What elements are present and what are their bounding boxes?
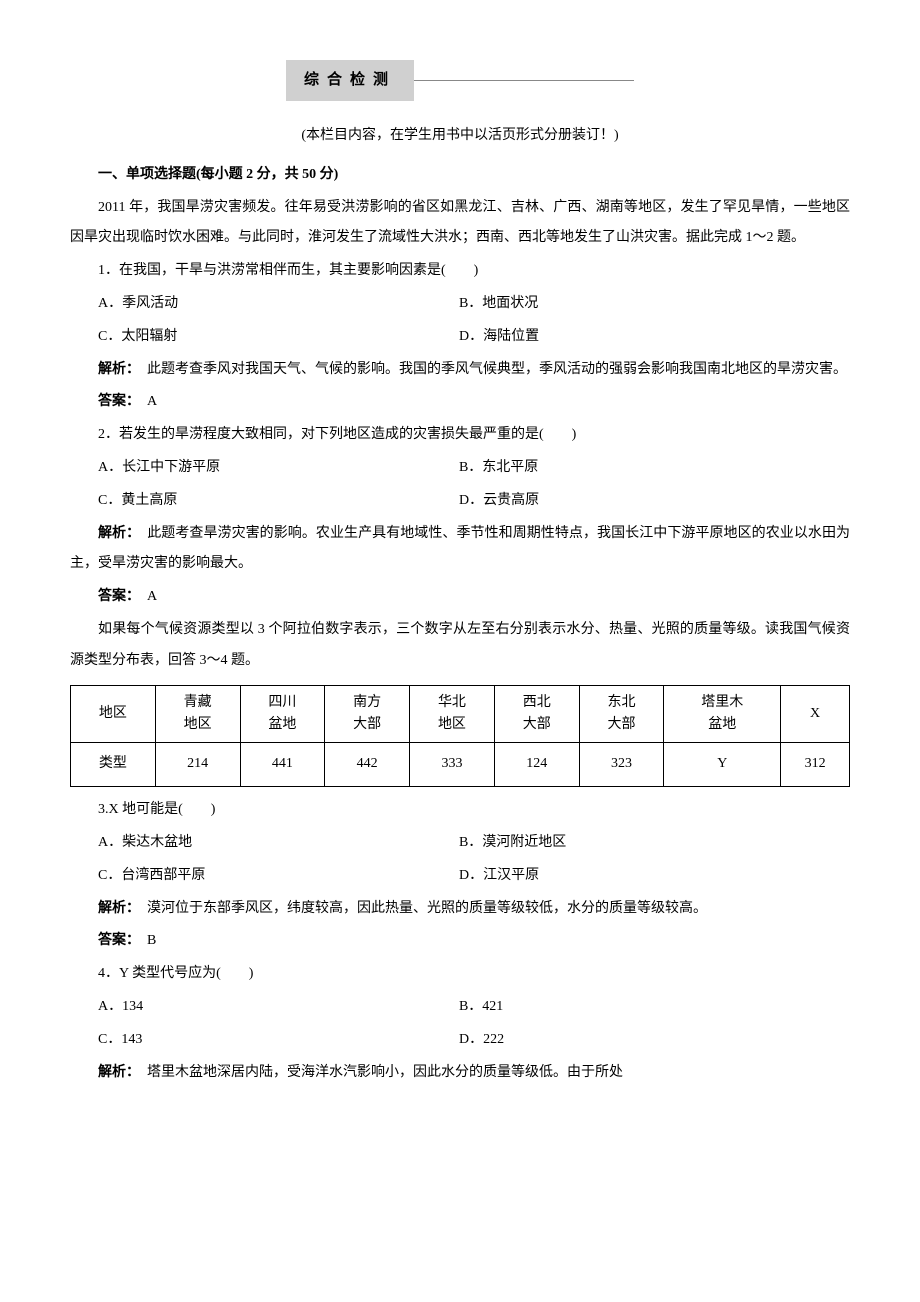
q3-opt-a: A．柴达木盆地 — [98, 828, 459, 859]
cell-6: Y — [664, 743, 781, 787]
q2-options-row1: A．长江中下游平原 B．东北平原 — [98, 453, 850, 484]
note-line: (本栏目内容，在学生用书中以活页形式分册装订！) — [70, 121, 850, 152]
q1-options-row2: C．太阳辐射 D．海陆位置 — [98, 322, 850, 353]
q1-opt-a: A．季风活动 — [98, 289, 459, 320]
q1-options-row1: A．季风活动 B．地面状况 — [98, 289, 850, 320]
col-6: 东北 大部 — [579, 685, 664, 743]
cell-5: 323 — [579, 743, 664, 787]
q2-jiexi-label: 解析： — [98, 526, 133, 541]
cell-3: 333 — [410, 743, 495, 787]
q4-jiexi: 解析： 塔里木盆地深居内陆，受海洋水汽影响小，因此水分的质量等级低。由于所处 — [70, 1058, 850, 1089]
col-3-text: 南方 大部 — [353, 695, 381, 732]
col-3: 南方 大部 — [325, 685, 410, 743]
q1-jiexi-text: 此题考查季风对我国天气、气候的影响。我国的季风气候典型，季风活动的强弱会影响我国… — [133, 362, 847, 377]
q3-4-intro: 如果每个气候资源类型以 3 个阿拉伯数字表示，三个数字从左至右分别表示水分、热量… — [70, 615, 850, 677]
q2-opt-b: B．东北平原 — [459, 453, 850, 484]
q3-options-row2: C．台湾西部平原 D．江汉平原 — [98, 861, 850, 892]
q2-daan: 答案： A — [70, 582, 850, 613]
q1-opt-d: D．海陆位置 — [459, 322, 850, 353]
col-6-text: 东北 大部 — [607, 695, 635, 732]
q4-options-row1: A．134 B．421 — [98, 992, 850, 1023]
q3-daan-label: 答案： — [98, 933, 133, 948]
q4-stem: 4．Y 类型代号应为( ) — [70, 959, 850, 990]
q4-opt-b: B．421 — [459, 992, 850, 1023]
col-5-text: 西北 大部 — [523, 695, 551, 732]
section1-title: 一、单项选择题(每小题 2 分，共 50 分) — [70, 160, 850, 191]
q2-opt-a: A．长江中下游平原 — [98, 453, 459, 484]
cell-4: 124 — [494, 743, 579, 787]
col-0: 地区 — [71, 685, 156, 743]
q4-options-row2: C．143 D．222 — [98, 1025, 850, 1056]
q2-stem: 2．若发生的旱涝程度大致相同，对下列地区造成的灾害损失最严重的是( ) — [70, 420, 850, 451]
cell-2: 442 — [325, 743, 410, 787]
q2-daan-label: 答案： — [98, 589, 133, 604]
col-7-text: 塔里木 盆地 — [701, 695, 743, 732]
col-4-text: 华北 地区 — [438, 695, 466, 732]
q3-jiexi: 解析： 漠河位于东部季风区，纬度较高，因此热量、光照的质量等级较低，水分的质量等… — [70, 894, 850, 925]
section-header-underline — [414, 80, 634, 81]
q1-daan-text: A — [133, 394, 157, 409]
q3-opt-b: B．漠河附近地区 — [459, 828, 850, 859]
q2-options-row2: C．黄土高原 D．云贵高原 — [98, 486, 850, 517]
q3-daan-text: B — [133, 933, 156, 948]
col-7: 塔里木 盆地 — [664, 685, 781, 743]
col-1-text: 青藏 地区 — [184, 695, 212, 732]
cell-1: 441 — [240, 743, 325, 787]
section-header-badge: 综合检测 — [286, 60, 414, 101]
q2-daan-text: A — [133, 589, 157, 604]
col-5: 西北 大部 — [494, 685, 579, 743]
row-label: 类型 — [71, 743, 156, 787]
q1-daan: 答案： A — [70, 387, 850, 418]
q2-opt-c: C．黄土高原 — [98, 486, 459, 517]
col-8: X — [781, 685, 850, 743]
q2-jiexi: 解析： 此题考查旱涝灾害的影响。农业生产具有地域性、季节性和周期性特点，我国长江… — [70, 519, 850, 581]
q1-opt-b: B．地面状况 — [459, 289, 850, 320]
climate-table: 地区 青藏 地区 四川 盆地 南方 大部 华北 地区 西北 大部 东北 大部 塔… — [70, 685, 850, 788]
q3-options-row1: A．柴达木盆地 B．漠河附近地区 — [98, 828, 850, 859]
q3-jiexi-label: 解析： — [98, 901, 133, 916]
table-data-row: 类型 214 441 442 333 124 323 Y 312 — [71, 743, 850, 787]
q1-daan-label: 答案： — [98, 394, 133, 409]
q1-jiexi-label: 解析： — [98, 362, 133, 377]
col-2: 四川 盆地 — [240, 685, 325, 743]
q4-jiexi-text: 塔里木盆地深居内陆，受海洋水汽影响小，因此水分的质量等级低。由于所处 — [133, 1065, 623, 1080]
q1-jiexi: 解析： 此题考查季风对我国天气、气候的影响。我国的季风气候典型，季风活动的强弱会… — [70, 355, 850, 386]
q1-2-intro: 2011 年，我国旱涝灾害频发。往年易受洪涝影响的省区如黑龙江、吉林、广西、湖南… — [70, 193, 850, 255]
cell-0: 214 — [155, 743, 240, 787]
q3-daan: 答案： B — [70, 926, 850, 957]
q4-opt-a: A．134 — [98, 992, 459, 1023]
q4-jiexi-label: 解析： — [98, 1065, 133, 1080]
q4-opt-d: D．222 — [459, 1025, 850, 1056]
q2-opt-d: D．云贵高原 — [459, 486, 850, 517]
q4-opt-c: C．143 — [98, 1025, 459, 1056]
section-header-wrap: 综合检测 — [70, 60, 850, 101]
q1-stem: 1．在我国，干旱与洪涝常相伴而生，其主要影响因素是( ) — [70, 256, 850, 287]
q2-jiexi-text: 此题考查旱涝灾害的影响。农业生产具有地域性、季节性和周期性特点，我国长江中下游平… — [70, 526, 850, 572]
col-4: 华北 地区 — [410, 685, 495, 743]
q3-jiexi-text: 漠河位于东部季风区，纬度较高，因此热量、光照的质量等级较低，水分的质量等级较高。 — [133, 901, 707, 916]
col-1: 青藏 地区 — [155, 685, 240, 743]
cell-7: 312 — [781, 743, 850, 787]
q3-opt-c: C．台湾西部平原 — [98, 861, 459, 892]
q1-opt-c: C．太阳辐射 — [98, 322, 459, 353]
col-2-text: 四川 盆地 — [268, 695, 296, 732]
table-header-row: 地区 青藏 地区 四川 盆地 南方 大部 华北 地区 西北 大部 东北 大部 塔… — [71, 685, 850, 743]
q3-opt-d: D．江汉平原 — [459, 861, 850, 892]
q3-stem: 3.X 地可能是( ) — [70, 795, 850, 826]
